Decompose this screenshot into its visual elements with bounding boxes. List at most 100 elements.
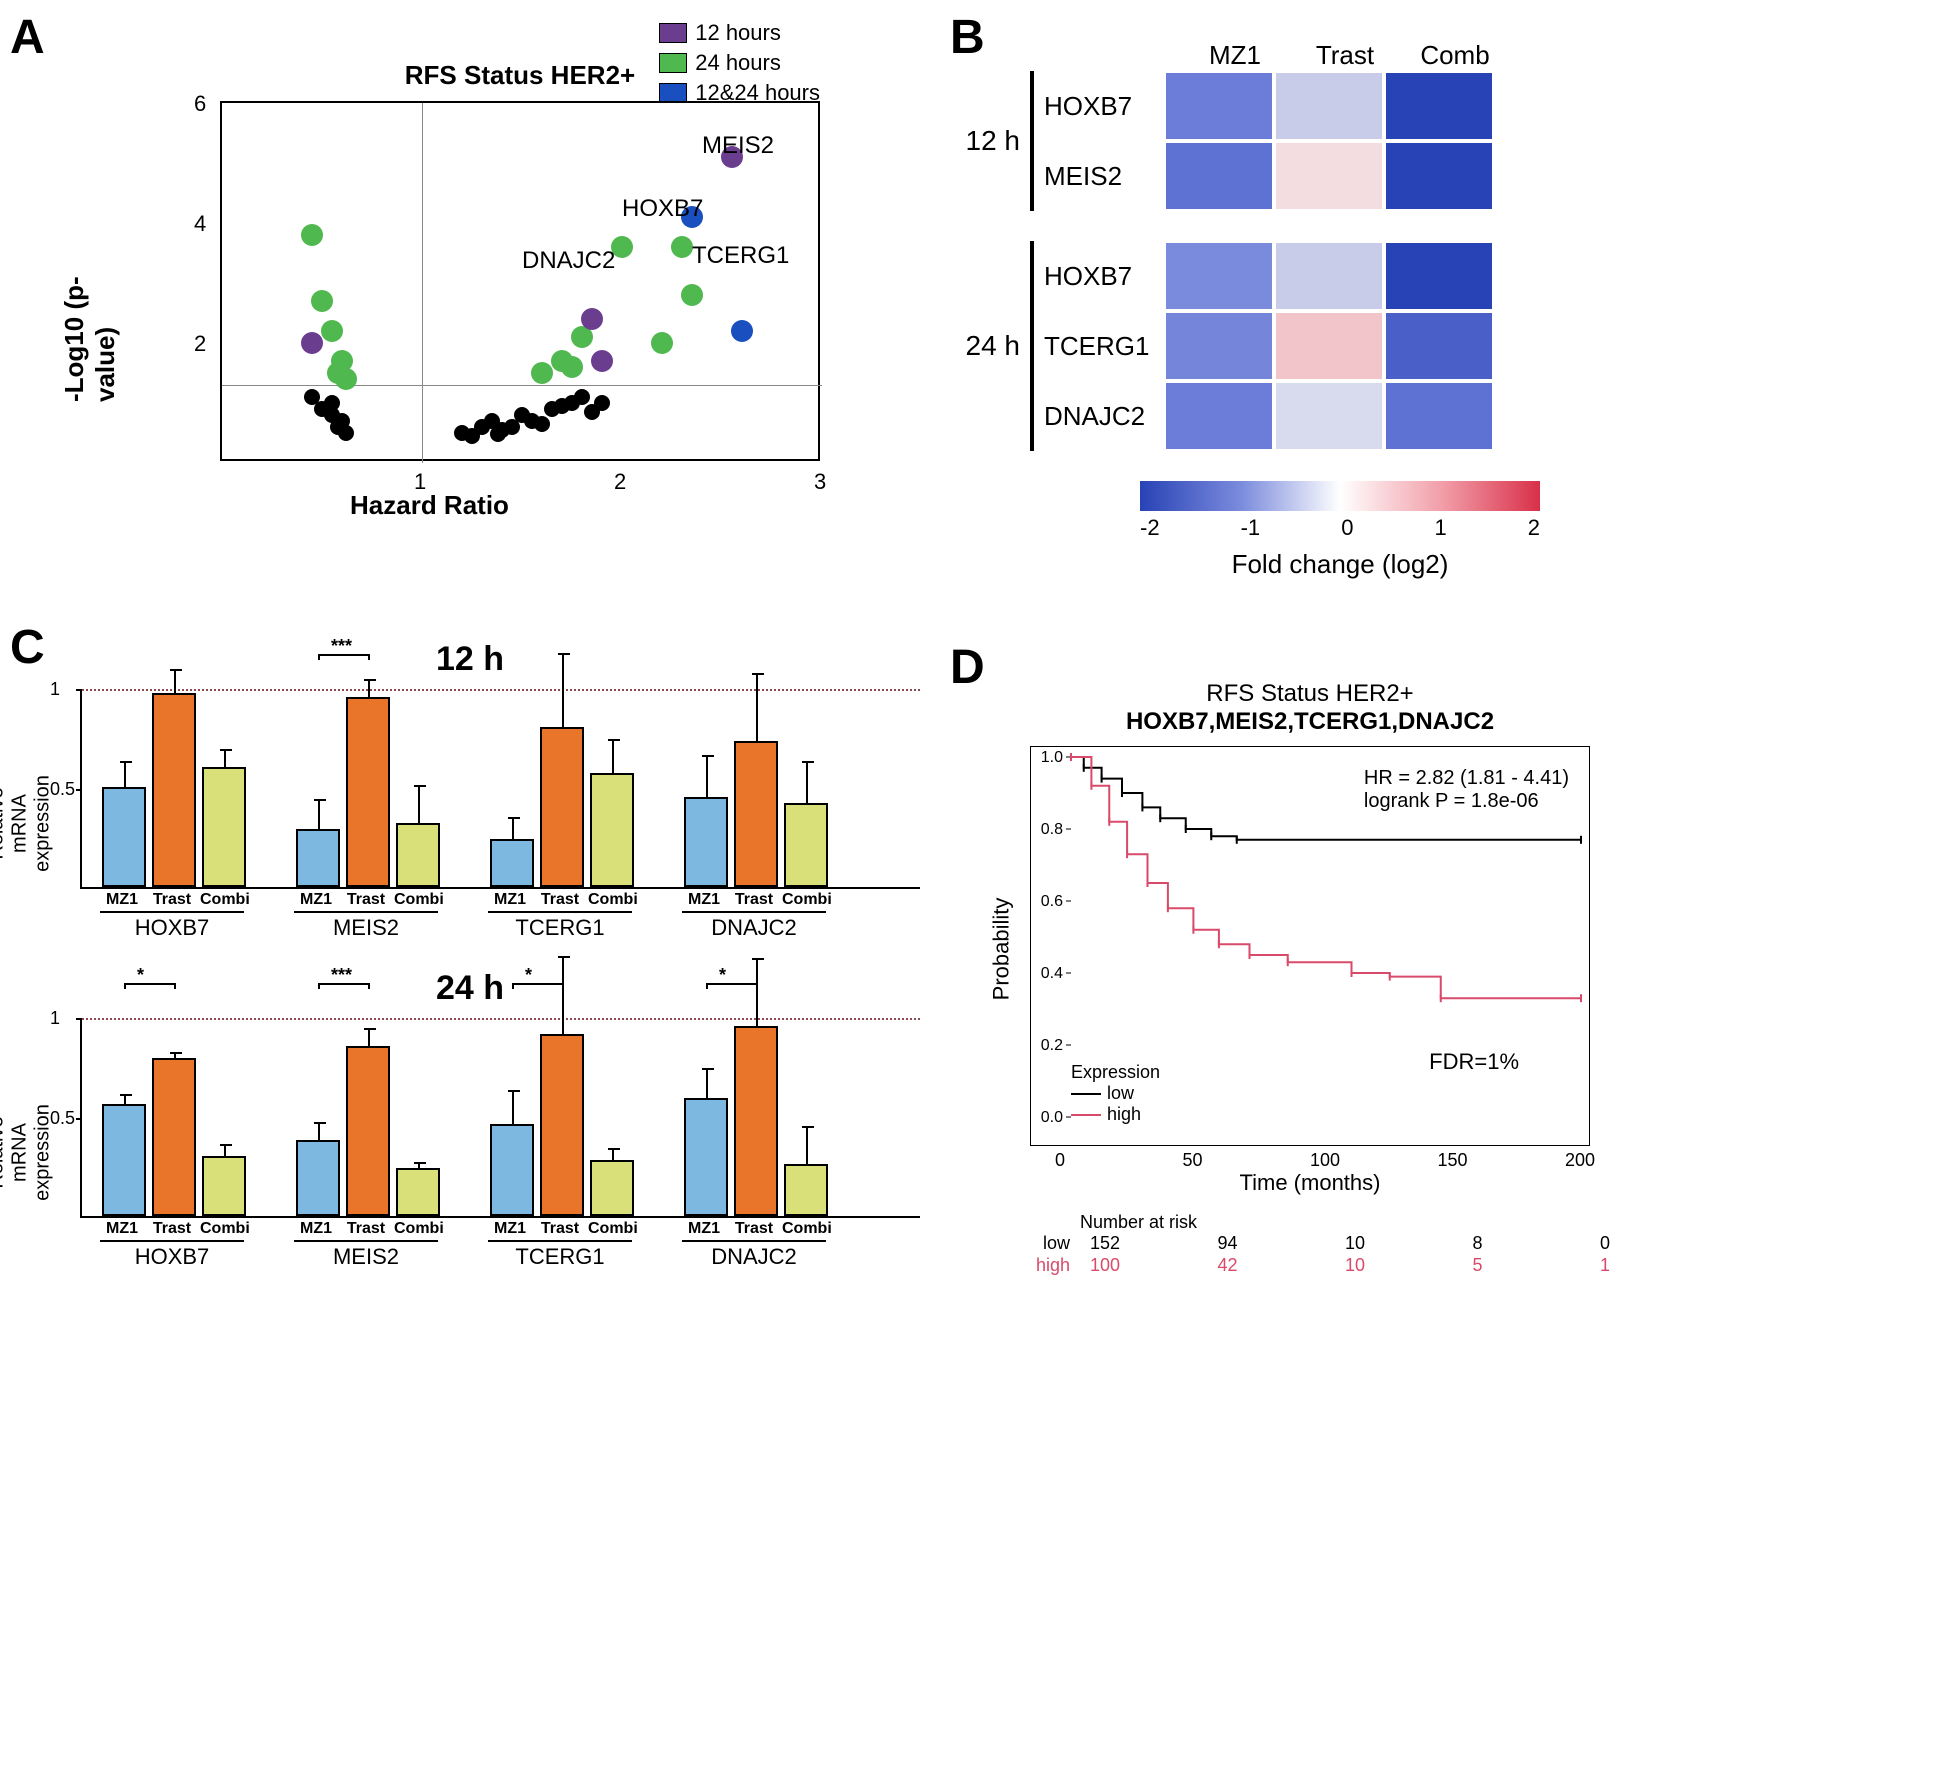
bar-treatment-label: Combi <box>394 1220 438 1238</box>
risk-value: 10 <box>1345 1233 1365 1254</box>
bar <box>784 803 828 887</box>
bar-gene-label: MEIS2 <box>294 915 438 941</box>
bar <box>152 1058 196 1216</box>
colorbar-ticks: -2-1012 <box>1140 515 1540 541</box>
bar-treatment-label: MZ1 <box>682 1220 726 1238</box>
colorbar-tick: -1 <box>1241 515 1261 541</box>
panel-a-label: A <box>10 10 45 65</box>
bar-treatment-label: Trast <box>150 1220 194 1238</box>
significance-mark: * <box>719 965 726 986</box>
bar-chart: RelativemRNA expression0.51******MZ1Tras… <box>20 1018 920 1268</box>
heatmap-time-label: 24 h <box>960 330 1020 362</box>
bar <box>734 741 778 887</box>
km-logrank: logrank P = 1.8e-06 <box>1364 790 1569 813</box>
panel-b: B MZ1TrastComb 12 hHOXB7MEIS224 hHOXB7TC… <box>960 20 1660 580</box>
heatmap-group: 24 h HOXB7 TCERG1 DNAJC2 <box>960 241 1660 451</box>
heatmap-row: DNAJC2 <box>1044 381 1494 451</box>
bar-treatment-label: Trast <box>344 1220 388 1238</box>
svg-text:0.2: 0.2 <box>1041 1037 1063 1054</box>
heatmap-cell <box>1384 381 1494 451</box>
km-legend-high: high <box>1107 1104 1141 1125</box>
row-1: A 12 hours24 hours12&24 hours RFS Status… <box>20 20 1926 580</box>
legend-item: 12 hours <box>659 20 820 46</box>
colorbar-container: -2-1012 Fold change (log2) <box>1140 481 1660 580</box>
gene-label: DNAJC2 <box>522 247 615 275</box>
bar <box>346 697 390 887</box>
bar <box>734 1026 778 1216</box>
bar-treatment-label: Combi <box>200 1220 244 1238</box>
volcano-xlabel: Hazard Ratio <box>350 490 509 521</box>
bar-plot-area: 0.51****** <box>80 1018 920 1218</box>
heatmap-col-label: Trast <box>1290 40 1400 71</box>
heatmap-cell <box>1164 311 1274 381</box>
heatmap-time-label: 12 h <box>960 125 1020 157</box>
heatmap-cell <box>1164 71 1274 141</box>
scatter-point <box>464 428 480 444</box>
scatter-point <box>531 362 553 384</box>
bar-treatment-label: MZ1 <box>488 1220 532 1238</box>
heatmap-row-label: TCERG1 <box>1044 331 1164 362</box>
scatter-point <box>594 395 610 411</box>
risk-value: 10 <box>1345 1255 1365 1276</box>
heatmap-group: 12 h HOXB7 MEIS2 <box>960 71 1660 211</box>
bar-gene-label: TCERG1 <box>488 1244 632 1270</box>
km-titles: RFS Status HER2+ HOXB7,MEIS2,TCERG1,DNAJ… <box>960 680 1660 736</box>
heatmap-row: MEIS2 <box>1044 141 1494 211</box>
row-2: C 12 hRelativemRNA expression0.51***MZ1T… <box>20 640 1926 1298</box>
panel-c-label: C <box>10 620 45 675</box>
bar-treatment-label: MZ1 <box>100 1220 144 1238</box>
scatter-point <box>338 425 354 441</box>
bar-treatment-label: MZ1 <box>294 1220 338 1238</box>
colorbar-tick: 1 <box>1434 515 1446 541</box>
scatter-point <box>335 368 357 390</box>
bar <box>784 1164 828 1216</box>
bar <box>296 1140 340 1216</box>
bar <box>590 1160 634 1216</box>
bar-treatment-label: Trast <box>732 1220 776 1238</box>
colorbar <box>1140 481 1540 511</box>
bar-treatment-label: Combi <box>588 1220 632 1238</box>
risk-header: Number at risk <box>1080 1212 1590 1233</box>
heatmap-cell <box>1274 311 1384 381</box>
risk-value: 5 <box>1473 1255 1483 1276</box>
bar-treatment-label: Combi <box>782 1220 826 1238</box>
significance-mark: * <box>525 965 532 986</box>
heatmap-row-label: HOXB7 <box>1044 91 1164 122</box>
significance-mark: *** <box>331 965 352 986</box>
bar-treatment-label: Combi <box>588 891 632 909</box>
heatmap-cell <box>1384 71 1494 141</box>
svg-text:0.0: 0.0 <box>1041 1109 1063 1126</box>
heatmaps: 12 h HOXB7 MEIS2 24 h HOXB7 TCERG1 DNAJC2 <box>960 71 1660 451</box>
bar <box>152 693 196 887</box>
km-xlabel: Time (months) <box>1030 1170 1590 1196</box>
scatter-point <box>591 350 613 372</box>
heatmap-row: HOXB7 <box>1044 71 1494 141</box>
bar <box>540 727 584 887</box>
bar <box>490 839 534 887</box>
risk-table: Number at risk low152941080 high10042105… <box>1030 1212 1590 1277</box>
gene-label: HOXB7 <box>622 195 703 223</box>
heatmap-row-label: DNAJC2 <box>1044 401 1164 432</box>
bar-gene-label: HOXB7 <box>100 1244 244 1270</box>
bar <box>202 767 246 887</box>
km-ylabel: Probability <box>988 898 1014 1001</box>
bar <box>540 1034 584 1216</box>
bar <box>490 1124 534 1216</box>
panel-b-label: B <box>950 10 985 65</box>
bar-gene-label: DNAJC2 <box>682 915 826 941</box>
risk-value: 42 <box>1218 1255 1238 1276</box>
risk-high-row: high100421051 <box>1030 1255 1590 1277</box>
heatmap-cell <box>1164 241 1274 311</box>
km-hr: HR = 2.82 (1.81 - 4.41) <box>1364 767 1569 790</box>
scatter-point <box>534 416 550 432</box>
colorbar-tick: 2 <box>1528 515 1540 541</box>
significance-mark: * <box>137 965 144 986</box>
heatmap-row: HOXB7 <box>1044 241 1494 311</box>
bar-treatment-label: MZ1 <box>682 891 726 909</box>
risk-value: 8 <box>1473 1233 1483 1254</box>
bar <box>684 797 728 887</box>
bar-gene-label: DNAJC2 <box>682 1244 826 1270</box>
bar-gene-label: TCERG1 <box>488 915 632 941</box>
heatmap-row-label: MEIS2 <box>1044 161 1164 192</box>
colorbar-tick: 0 <box>1341 515 1353 541</box>
